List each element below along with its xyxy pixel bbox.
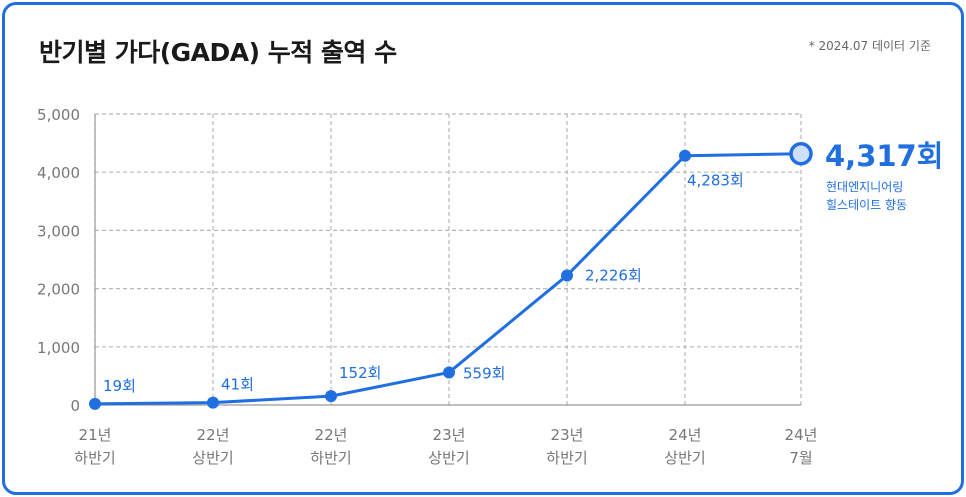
data-point <box>207 396 219 409</box>
x-tick-label: 24년 <box>669 426 702 444</box>
x-tick-label: 24년 <box>785 426 818 444</box>
chart-title: 반기별 가다(GADA) 누적 출역 수 <box>39 38 397 67</box>
y-tick-label: 3,000 <box>37 222 80 240</box>
x-tick-label: 22년 <box>197 426 230 444</box>
x-tick-label: 하반기 <box>74 449 115 467</box>
x-tick-label: 상반기 <box>664 449 705 467</box>
x-tick-label: 21년 <box>79 426 112 444</box>
data-point <box>443 366 455 379</box>
data-point <box>679 149 691 162</box>
x-tick-label: 하반기 <box>546 449 587 467</box>
y-tick-label: 4,000 <box>37 164 80 182</box>
data-point <box>325 390 337 403</box>
x-tick-label: 상반기 <box>192 449 233 467</box>
highlight-value-label: 4,317회 <box>825 139 943 173</box>
y-tick-label: 5,000 <box>37 106 80 124</box>
x-tick-label: 하반기 <box>310 449 351 467</box>
data-point <box>89 397 101 410</box>
y-tick-label: 1,000 <box>37 339 80 357</box>
y-tick-label: 0 <box>70 397 80 415</box>
data-label: 41회 <box>221 376 254 394</box>
data-label: 152회 <box>339 364 381 382</box>
data-label: 2,226회 <box>585 266 642 284</box>
data-label: 559회 <box>463 364 505 382</box>
x-tick-label: 22년 <box>315 426 348 444</box>
data-label: 4,283회 <box>687 172 744 190</box>
highlight-site-label: 힐스테이트 향동 <box>826 198 907 212</box>
y-tick-label: 2,000 <box>37 281 80 299</box>
data-point <box>561 269 573 282</box>
x-tick-label: 23년 <box>433 426 466 444</box>
highlight-point <box>789 142 813 166</box>
data-label: 19회 <box>103 377 136 395</box>
highlight-site-label: 현대엔지니어링 <box>826 180 903 194</box>
x-tick-label: 23년 <box>551 426 584 444</box>
x-tick-label: 7월 <box>789 449 812 467</box>
series-line <box>94 152 802 406</box>
x-tick-label: 상반기 <box>428 449 469 467</box>
data-basis-note: * 2024.07 데이터 기준 <box>808 39 931 53</box>
